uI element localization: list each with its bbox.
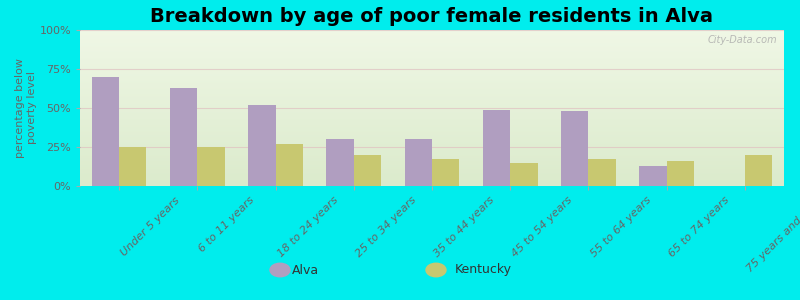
Bar	[326, 139, 354, 186]
Text: Alva: Alva	[292, 263, 319, 277]
Bar	[483, 110, 510, 186]
Bar	[92, 77, 119, 186]
Bar	[275, 144, 303, 186]
Bar	[666, 161, 694, 186]
Text: City-Data.com: City-Data.com	[707, 35, 777, 45]
Bar	[198, 147, 225, 186]
Bar	[510, 163, 538, 186]
Bar	[561, 111, 589, 186]
Bar	[405, 139, 432, 186]
Bar	[119, 147, 146, 186]
Bar	[589, 160, 616, 186]
Bar	[354, 155, 381, 186]
Bar	[745, 155, 772, 186]
Bar	[248, 105, 275, 186]
Title: Breakdown by age of poor female residents in Alva: Breakdown by age of poor female resident…	[150, 7, 714, 26]
Bar	[432, 160, 459, 186]
Text: Kentucky: Kentucky	[454, 263, 511, 277]
Bar	[639, 166, 666, 186]
Y-axis label: percentage below
poverty level: percentage below poverty level	[15, 58, 37, 158]
Bar	[170, 88, 198, 186]
